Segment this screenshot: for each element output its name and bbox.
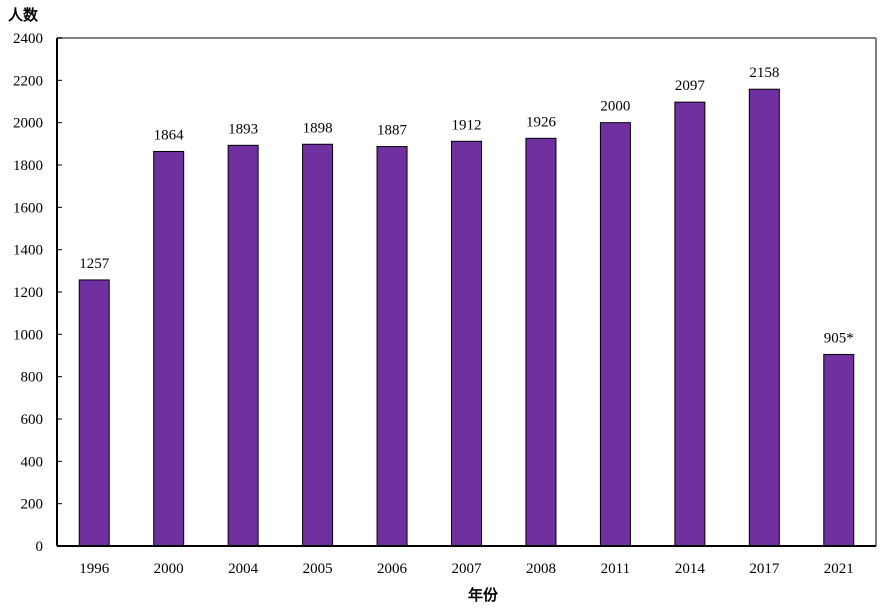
x-tick-label: 2006 xyxy=(377,561,408,577)
data-label: 2097 xyxy=(675,78,706,94)
y-tick-label: 600 xyxy=(21,412,44,428)
x-axis-title: 年份 xyxy=(468,586,499,604)
y-tick-label: 2000 xyxy=(13,116,43,132)
y-tick-label: 1600 xyxy=(13,200,43,216)
x-tick-label: 2008 xyxy=(526,561,556,577)
y-tick-label: 1800 xyxy=(13,158,43,174)
bar-2008 xyxy=(525,137,557,547)
x-tick-label: 2004 xyxy=(228,561,259,577)
x-tick-label: 1996 xyxy=(79,561,110,577)
data-label: 1926 xyxy=(526,114,557,130)
data-label: 905* xyxy=(824,330,854,346)
data-label: 1887 xyxy=(377,123,408,139)
data-label: 1864 xyxy=(154,127,185,143)
y-tick-label: 2200 xyxy=(13,73,43,89)
y-tick-label: 800 xyxy=(21,370,44,386)
x-tick-label: 2017 xyxy=(749,561,780,577)
bar-2014 xyxy=(674,101,706,547)
x-tick-label: 2011 xyxy=(601,561,630,577)
data-label: 2000 xyxy=(600,99,630,115)
y-tick-label: 1000 xyxy=(13,327,43,343)
data-label: 1898 xyxy=(303,120,333,136)
y-tick-label: 0 xyxy=(36,539,44,555)
data-label: 1893 xyxy=(228,121,258,137)
y-axis-title: 人数 xyxy=(8,6,39,24)
bar-2000 xyxy=(153,150,185,547)
data-label: 1912 xyxy=(452,117,482,133)
x-tick-label: 2007 xyxy=(452,561,483,577)
x-tick-label: 2005 xyxy=(303,561,333,577)
bar-2004 xyxy=(227,144,259,547)
data-label: 1257 xyxy=(79,256,110,272)
y-tick-label: 1200 xyxy=(13,285,43,301)
x-tick-label: 2014 xyxy=(675,561,706,577)
bar-2021 xyxy=(823,353,855,547)
bar-2006 xyxy=(376,146,408,547)
y-tick-label: 2400 xyxy=(13,31,43,47)
bar-2005 xyxy=(302,143,334,547)
bar-2007 xyxy=(451,140,482,547)
data-label: 2158 xyxy=(749,65,779,81)
bar-1996 xyxy=(78,279,110,547)
bar-2017 xyxy=(748,88,780,547)
bar-2011 xyxy=(599,122,631,547)
y-tick-label: 200 xyxy=(21,497,44,513)
x-tick-label: 2000 xyxy=(154,561,184,577)
x-tick-label: 2021 xyxy=(824,561,854,577)
y-tick-label: 400 xyxy=(21,454,44,470)
y-tick-label: 1400 xyxy=(13,243,43,259)
